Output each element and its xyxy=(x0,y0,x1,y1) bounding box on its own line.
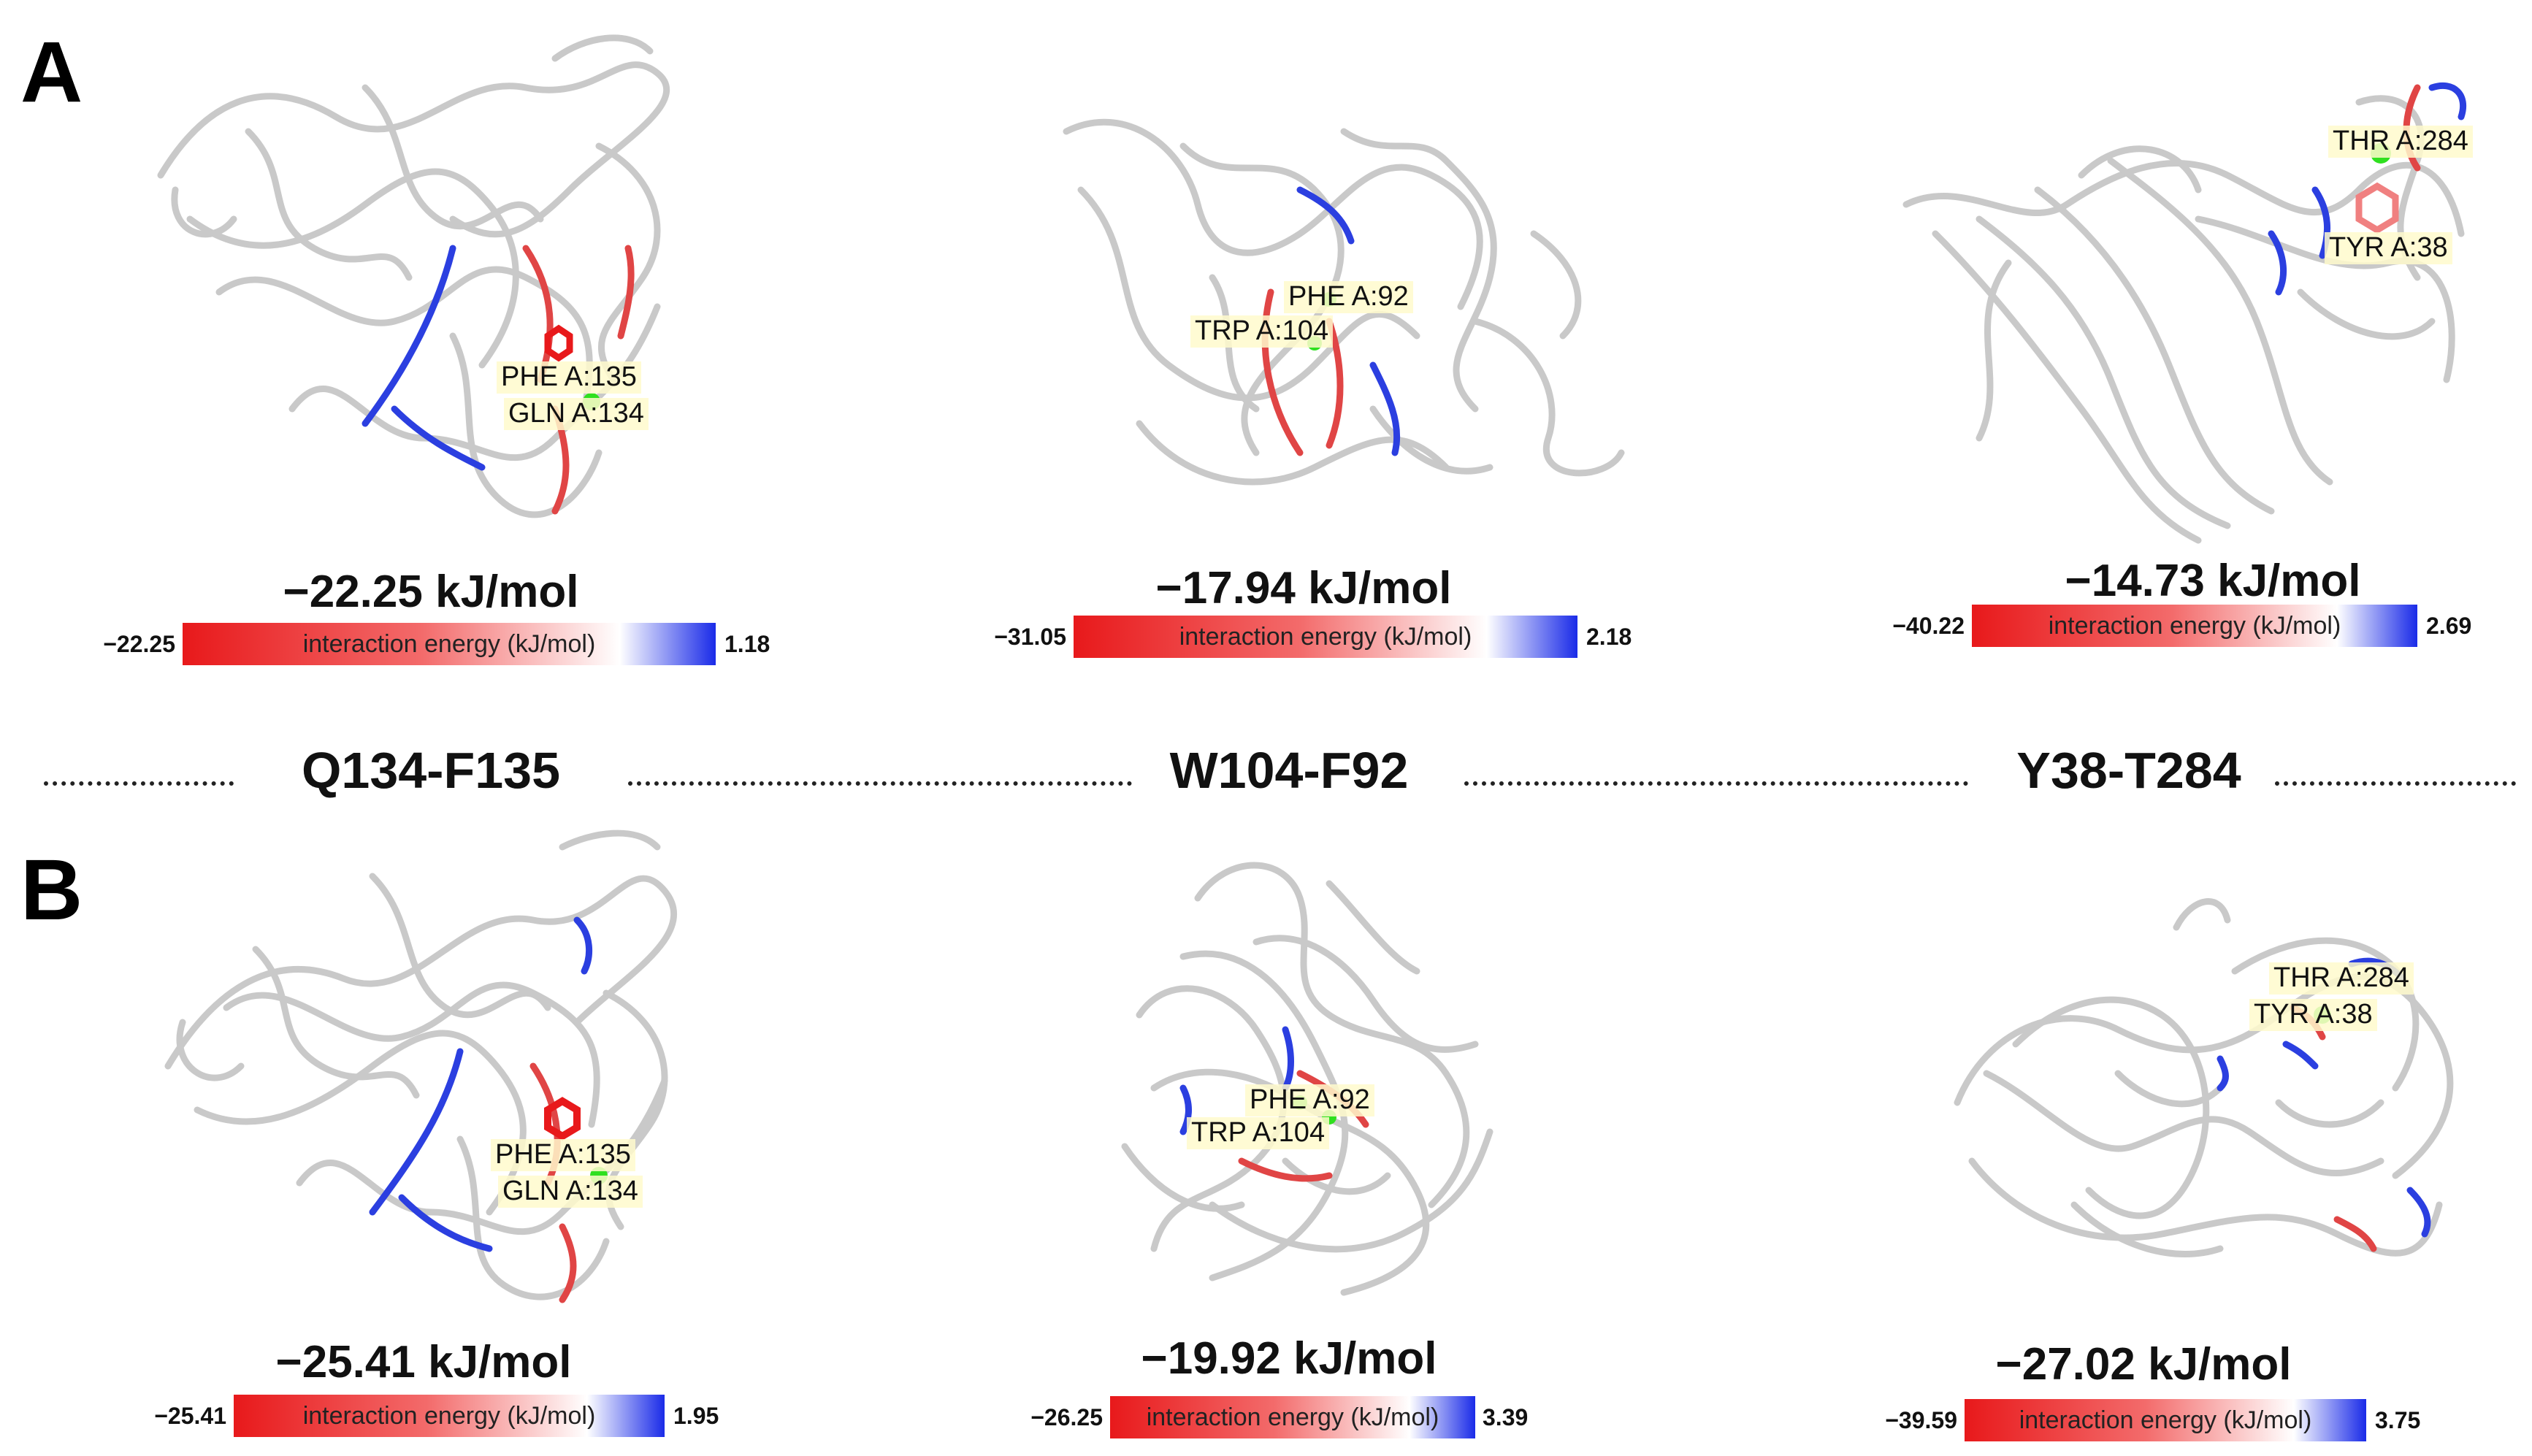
protein-backbone-b3 xyxy=(1954,898,2454,1257)
structure-b1 xyxy=(153,829,738,1307)
residue-label-a1-2: GLN A:134 xyxy=(504,398,649,430)
divider-right xyxy=(2275,781,2516,786)
scale-min-a1: −22.25 xyxy=(103,630,175,657)
energy-scale-b2: −26.25 interaction energy (kJ/mol) 3.39 xyxy=(1015,1396,1570,1438)
protein-backbone-a1 xyxy=(157,34,670,518)
pair-label-2: W104-F92 xyxy=(1169,742,1409,799)
phe-ring-a1 xyxy=(544,324,573,362)
scale-bar-a2: interaction energy (kJ/mol) xyxy=(1074,616,1577,658)
energy-value-b3: −27.02 kJ/mol xyxy=(1995,1339,2292,1390)
energy-value-a1: −22.25 kJ/mol xyxy=(283,567,579,617)
panel-letter-a: A xyxy=(20,24,83,120)
protein-backbone-a2 xyxy=(1063,118,1625,486)
divider-left xyxy=(44,781,234,786)
structure-b3 xyxy=(1943,884,2454,1292)
structure-a2 xyxy=(1037,102,1636,511)
residue-label-b3-1: THR A:284 xyxy=(2269,962,2414,995)
residue-label-a2-1: PHE A:92 xyxy=(1284,281,1413,313)
structure-a3 xyxy=(1892,73,2490,570)
scale-title-b2: interaction energy (kJ/mol) xyxy=(1146,1403,1439,1431)
scale-title-a1: interaction energy (kJ/mol) xyxy=(302,629,596,658)
scale-max-a3: 2.69 xyxy=(2426,612,2472,639)
scale-min-b1: −25.41 xyxy=(154,1402,226,1429)
energy-value-b1: −25.41 kJ/mol xyxy=(275,1337,572,1387)
scale-title-b3: interaction energy (kJ/mol) xyxy=(2019,1406,2312,1434)
residue-label-b3-2: TYR A:38 xyxy=(2249,999,2377,1031)
energy-scale-a3: −40.22 interaction energy (kJ/mol) 2.69 xyxy=(1877,605,2483,647)
residue-label-a3-2: TYR A:38 xyxy=(2325,232,2452,264)
scale-min-a2: −31.05 xyxy=(994,623,1066,650)
scale-title-b1: interaction energy (kJ/mol) xyxy=(302,1401,596,1430)
structure-b2 xyxy=(1110,854,1497,1307)
pair-label-3: Y38-T284 xyxy=(2016,742,2241,799)
tyr-ring-a3 xyxy=(2355,182,2399,234)
energy-value-a2: −17.94 kJ/mol xyxy=(1155,563,1452,613)
pair-label-1: Q134-F135 xyxy=(301,742,561,799)
scale-min-b3: −39.59 xyxy=(1885,1406,1957,1433)
scale-max-b1: 1.95 xyxy=(673,1402,719,1429)
scale-bar-b2: interaction energy (kJ/mol) xyxy=(1110,1396,1475,1438)
residue-label-b1-1: PHE A:135 xyxy=(491,1139,635,1171)
scale-bar-a1: interaction energy (kJ/mol) xyxy=(183,623,716,665)
divider-mid-left xyxy=(628,781,1132,786)
energy-scale-a1: −22.25 interaction energy (kJ/mol) 1.18 xyxy=(80,623,774,665)
scale-bar-a3: interaction energy (kJ/mol) xyxy=(1972,605,2417,647)
residue-label-a1-1: PHE A:135 xyxy=(497,361,641,394)
protein-backbone-b2 xyxy=(1121,862,1493,1296)
protein-backbone-a3 xyxy=(1902,82,2467,544)
panel-letter-b: B xyxy=(20,842,83,938)
scale-max-a2: 2.18 xyxy=(1586,623,1632,650)
residue-label-b2-1: PHE A:92 xyxy=(1245,1084,1374,1116)
scale-max-b2: 3.39 xyxy=(1483,1403,1529,1430)
energy-value-a3: −14.73 kJ/mol xyxy=(2065,556,2361,606)
scale-bar-b3: interaction energy (kJ/mol) xyxy=(1965,1399,2366,1441)
scale-max-a1: 1.18 xyxy=(724,630,770,657)
residue-label-a3-1: THR A:284 xyxy=(2328,126,2473,158)
phe-ring-b1 xyxy=(544,1097,581,1141)
residue-label-b1-2: GLN A:134 xyxy=(498,1176,643,1208)
residue-label-a2-2: TRP A:104 xyxy=(1190,315,1334,348)
structure-a1 xyxy=(146,29,730,540)
energy-scale-b1: −25.41 interaction energy (kJ/mol) 1.95 xyxy=(124,1395,738,1437)
residue-label-b2-2: TRP A:104 xyxy=(1187,1117,1330,1149)
scale-title-a2: interaction energy (kJ/mol) xyxy=(1179,622,1472,651)
energy-scale-a2: −31.05 interaction energy (kJ/mol) 2.18 xyxy=(971,616,1665,658)
energy-scale-b3: −39.59 interaction energy (kJ/mol) 3.75 xyxy=(1855,1399,2461,1441)
scale-min-a3: −40.22 xyxy=(1892,612,1965,639)
scale-title-a3: interaction energy (kJ/mol) xyxy=(2048,611,2341,640)
energy-value-b2: −19.92 kJ/mol xyxy=(1141,1333,1437,1384)
scale-bar-b1: interaction energy (kJ/mol) xyxy=(234,1395,665,1437)
scale-min-b2: −26.25 xyxy=(1030,1403,1103,1430)
scale-max-b3: 3.75 xyxy=(2375,1406,2421,1433)
divider-mid-right xyxy=(1464,781,1968,786)
protein-backbone-b1 xyxy=(164,829,678,1303)
